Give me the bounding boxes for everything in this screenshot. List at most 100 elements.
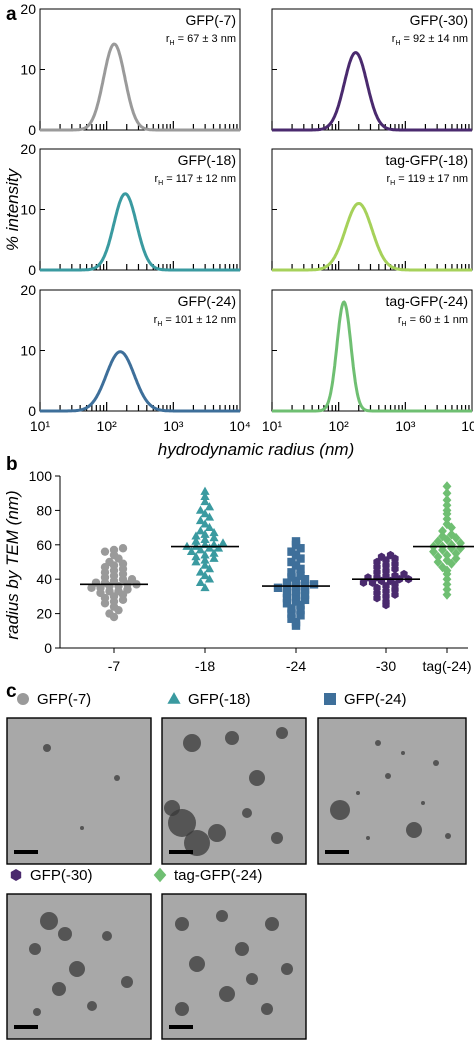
legend-marker xyxy=(153,867,167,883)
particle xyxy=(271,832,283,844)
data-point xyxy=(204,502,215,511)
data-point xyxy=(204,574,215,583)
data-point xyxy=(287,609,296,618)
radius-annotation: rH = 119 ± 17 nm xyxy=(386,173,468,187)
radius-annotation: rH = 92 ± 14 nm xyxy=(392,33,468,47)
data-point xyxy=(300,590,310,599)
data-point xyxy=(105,557,114,567)
data-point xyxy=(195,545,206,554)
particle xyxy=(33,1008,41,1016)
subplot-name: tag-GFP(-18) xyxy=(386,152,468,168)
legend-marker xyxy=(167,692,181,704)
data-point xyxy=(195,526,206,535)
y-tick-label: 10 xyxy=(20,62,36,78)
particle xyxy=(281,963,293,975)
data-point xyxy=(287,614,296,623)
particle xyxy=(445,833,451,839)
particle xyxy=(225,731,239,745)
data-point xyxy=(442,500,452,511)
data-point xyxy=(309,580,319,589)
data-point xyxy=(209,533,219,542)
data-point xyxy=(91,578,101,587)
data-point xyxy=(291,618,301,627)
x-tick-label: 10⁴ xyxy=(229,418,251,434)
series--24 xyxy=(262,537,330,630)
distribution-curve xyxy=(272,202,472,272)
data-point xyxy=(200,496,210,506)
data-point xyxy=(291,576,301,586)
subplot-name: GFP(-24) xyxy=(178,293,236,309)
scale-bar xyxy=(169,1025,193,1029)
data-point xyxy=(438,526,447,537)
data-point xyxy=(191,531,201,540)
distribution-curve xyxy=(40,350,240,413)
radius-symbol: r xyxy=(154,314,158,326)
x-tick-label: -24 xyxy=(286,658,306,674)
data-point xyxy=(287,568,296,577)
data-point xyxy=(195,567,206,576)
data-point xyxy=(386,550,395,560)
dls-subplot: GFP(-30) rH = 92 ± 14 nm xyxy=(271,8,473,132)
particle xyxy=(189,956,205,972)
data-point xyxy=(109,545,119,555)
radius-symbol: r xyxy=(392,33,396,45)
scale-bar xyxy=(169,850,193,854)
data-point xyxy=(200,550,210,559)
particle xyxy=(401,751,405,755)
dls-subplot: tag-GFP(-18) rH = 119 ± 17 nm xyxy=(271,148,473,272)
data-point xyxy=(296,571,305,580)
data-point xyxy=(429,546,438,557)
legend-label: GFP(-24) xyxy=(344,691,407,708)
data-point xyxy=(287,573,296,582)
scale-bar xyxy=(14,850,38,854)
data-point xyxy=(118,544,128,553)
x-tick-label: -18 xyxy=(195,658,215,674)
distribution-curve xyxy=(40,42,240,132)
data-point xyxy=(291,537,301,546)
particle xyxy=(406,822,422,838)
radius-annotation: rH = 60 ± 1 nm xyxy=(398,314,468,328)
particle xyxy=(235,942,249,956)
data-point xyxy=(204,522,215,531)
particle xyxy=(265,917,279,931)
data-point xyxy=(442,555,452,566)
data-point xyxy=(191,557,201,566)
particle xyxy=(164,800,180,816)
data-point xyxy=(296,611,305,620)
particle xyxy=(208,824,226,842)
radius-subscript: H xyxy=(158,180,163,187)
panel-b-label: b xyxy=(6,454,18,475)
data-point xyxy=(200,555,210,564)
series--30 xyxy=(352,550,420,610)
particle xyxy=(183,734,201,752)
tem-image: GFP(-18) xyxy=(161,691,307,865)
data-point xyxy=(191,552,201,561)
legend-label: tag-GFP(-24) xyxy=(174,867,262,884)
data-point xyxy=(442,534,452,545)
tem-image: tag-GFP(-24) xyxy=(153,867,307,1040)
dls-subplot: 0 10 20 GFP(-24) rH = 101 ± 12 nm xyxy=(20,282,241,419)
radius-symbol: r xyxy=(398,314,402,326)
y-tick-label: 10 xyxy=(20,343,36,359)
radius-value: = 101 ± 12 nm xyxy=(162,314,236,326)
data-point xyxy=(291,550,301,560)
x-tick-label: tag(-24) xyxy=(422,658,471,674)
data-point xyxy=(438,562,447,573)
data-point xyxy=(438,531,447,542)
data-point xyxy=(105,609,114,618)
subplot-name: GFP(-18) xyxy=(178,152,236,168)
data-point xyxy=(186,546,197,556)
subplot-name: GFP(-7) xyxy=(185,12,236,28)
y-tick-label: 100 xyxy=(29,468,53,484)
particle xyxy=(168,809,196,837)
data-point xyxy=(209,548,219,557)
data-point xyxy=(218,538,228,547)
micrograph-frame xyxy=(161,893,307,1040)
data-point xyxy=(209,553,219,562)
data-point xyxy=(204,512,215,521)
dls-subplot: 0 10 20 GFP(-18) rH = 117 ± 12 nm xyxy=(20,141,241,278)
data-point xyxy=(291,561,301,570)
particle xyxy=(246,973,258,985)
dls-subplot: tag-GFP(-24) rH = 60 ± 1 nm xyxy=(271,289,473,413)
particle xyxy=(276,727,288,739)
